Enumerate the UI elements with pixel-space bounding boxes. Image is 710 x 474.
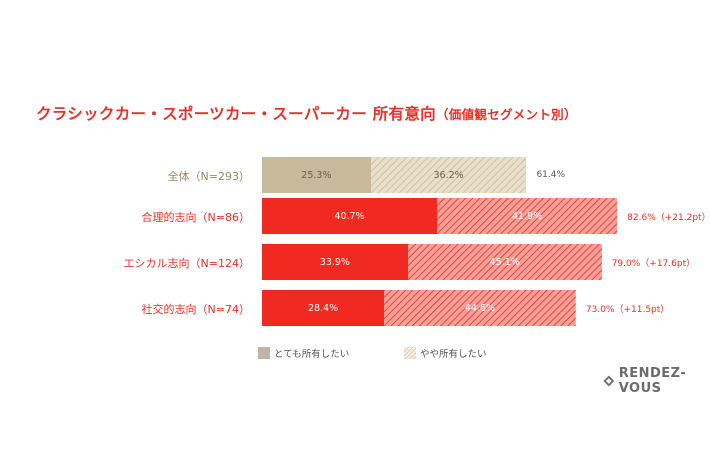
category-label: エシカル志向（N=124）	[123, 257, 250, 270]
legend-item-weak: やや所有したい	[404, 346, 487, 360]
stacked-bar: 40.7% 41.9%	[262, 198, 618, 234]
chart-title: クラシックカー・スポーツカー・スーパーカー 所有意向（価値観セグメント別）	[36, 102, 577, 124]
total-label: 79.0%（+17.6pt）	[611, 258, 696, 269]
data-label-weak: 44.6%	[464, 302, 496, 314]
stacked-bar: 25.3% 36.2%	[262, 157, 527, 193]
data-label-strong: 40.7%	[334, 210, 365, 222]
bar-segment-weak	[384, 290, 576, 326]
total-label: 61.4%	[536, 170, 566, 180]
total-label: 82.6%（+21.2pt）	[627, 212, 710, 223]
category-label: 合理的志向（N=86）	[141, 211, 250, 224]
bar-segment-weak	[437, 198, 618, 234]
legend-swatch-solid	[258, 347, 270, 359]
brand-logo: RENDEZ-VOUS	[603, 366, 710, 396]
legend-swatch-hatched	[404, 347, 416, 359]
data-label-strong: 33.9%	[319, 256, 350, 268]
legend-label-weak: やや所有したい	[420, 349, 487, 360]
logo-mark-icon	[603, 375, 615, 387]
bar-segment-strong	[262, 198, 437, 234]
bar-segment-weak	[407, 244, 602, 280]
stacked-bar: 28.4% 44.6%	[262, 290, 576, 326]
legend-item-strong: とても所有したい	[258, 346, 349, 360]
total-label: 73.0%（+11.5pt）	[585, 304, 670, 315]
stacked-bar: 33.9% 45.1%	[262, 244, 602, 280]
category-label: 全体（N=293）	[167, 170, 250, 183]
data-label-weak: 36.2%	[433, 169, 464, 181]
bar-segment-weak	[370, 157, 527, 193]
bar-segment-strong	[262, 244, 408, 280]
data-label-strong: 28.4%	[307, 302, 339, 314]
chart-title-main: クラシックカー・スポーツカー・スーパーカー 所有意向	[36, 105, 436, 123]
data-label-weak: 45.1%	[489, 256, 520, 268]
logo-text: RENDEZ-VOUS	[618, 366, 687, 396]
data-label-weak: 41.9%	[511, 210, 543, 222]
category-label: 社交的志向（N=74）	[141, 303, 250, 316]
bar-segment-strong	[262, 290, 385, 326]
bar-segment-strong	[262, 157, 371, 193]
data-label-strong: 25.3%	[301, 169, 332, 181]
chart-title-sub: （価値観セグメント別）	[435, 107, 577, 122]
legend-label-strong: とても所有したい	[274, 349, 350, 360]
